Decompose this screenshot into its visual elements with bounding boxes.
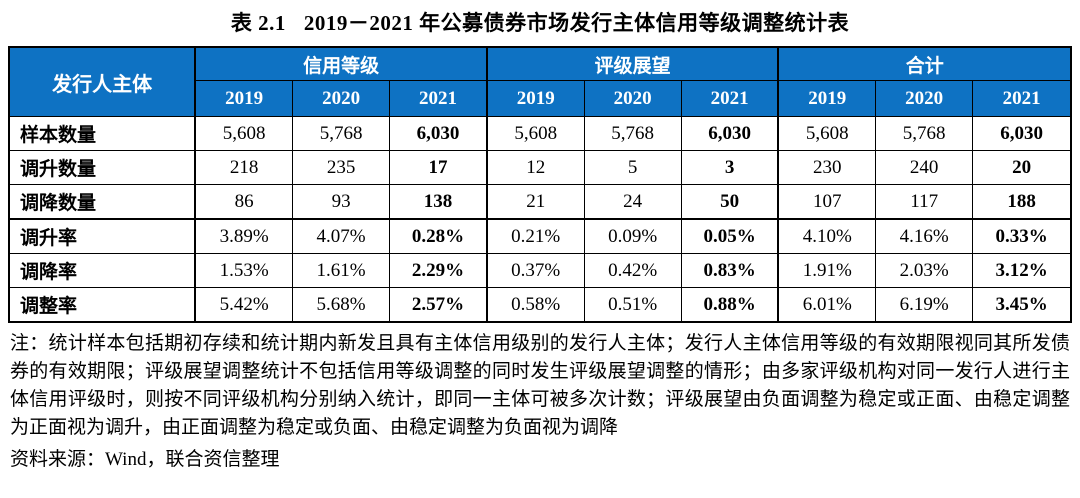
table-cell: 93 [291, 184, 391, 220]
year-header: 2019 [194, 80, 294, 117]
table-cell: 0.88% [680, 287, 779, 323]
row-label: 样本数量 [8, 116, 196, 151]
table-cell: 4.16% [875, 218, 974, 254]
table-cell: 12 [485, 150, 585, 185]
table-cell: 0.58% [485, 287, 585, 323]
table-cell: 21 [485, 184, 585, 220]
table-cell: 138 [389, 184, 488, 220]
table-cell: 2.57% [389, 287, 488, 323]
table-cell: 86 [194, 184, 294, 220]
table-cell: 5,768 [875, 116, 974, 151]
table-cell: 0.21% [485, 218, 585, 254]
row-label: 调降数量 [8, 184, 196, 220]
year-header: 2019 [777, 80, 877, 117]
table-cell: 235 [291, 150, 391, 185]
credit-rating-adjustment-table: 发行人主体 信用等级 评级展望 合计 2019 2020 2021 2019 2… [8, 46, 1072, 323]
table-footnote: 注：统计样本包括期初存续和统计期内新发且具有主体信用级别的发行人主体；发行人主体… [10, 333, 1070, 438]
table-cell: 5.42% [194, 287, 294, 323]
table-row-downgrade-rate: 调降率 1.53% 1.61% 2.29% 0.37% 0.42% 0.83% … [8, 253, 1072, 288]
table-cell: 0.05% [680, 218, 779, 254]
table-cell: 4.10% [777, 218, 877, 254]
year-header: 2020 [875, 80, 974, 117]
table-row-downgrade-count: 调降数量 86 93 138 21 24 50 107 117 188 [8, 184, 1072, 220]
table-cell: 218 [194, 150, 294, 185]
corner-header-issuer: 发行人主体 [8, 46, 196, 117]
group-header-row: 发行人主体 信用等级 评级展望 合计 [8, 46, 1072, 117]
table-cell: 0.09% [583, 218, 682, 254]
year-header: 2021 [389, 80, 488, 117]
table-cell: 6.01% [777, 287, 877, 323]
table-cell: 107 [777, 184, 877, 220]
table-cell: 0.42% [583, 253, 682, 288]
table-cell: 3 [680, 150, 779, 185]
group-header-total: 合计 [777, 46, 1072, 81]
table-cell: 3.45% [972, 287, 1072, 323]
table-cell: 230 [777, 150, 877, 185]
year-header: 2020 [583, 80, 682, 117]
table-cell: 5,768 [291, 116, 391, 151]
table-cell: 1.53% [194, 253, 294, 288]
table-cell: 6,030 [680, 116, 779, 151]
table-cell: 5.68% [291, 287, 391, 323]
table-cell: 24 [583, 184, 682, 220]
table-cell: 5,768 [583, 116, 682, 151]
table-cell: 6.19% [875, 287, 974, 323]
table-cell: 0.51% [583, 287, 682, 323]
year-header: 2020 [291, 80, 391, 117]
table-cell: 50 [680, 184, 779, 220]
year-header-row: 2019 2020 2021 2019 2020 2021 2019 2020 … [9, 80, 1072, 117]
row-label: 调整率 [8, 287, 196, 323]
table-cell: 2.29% [389, 253, 488, 288]
table-title: 表 2.1 2019－2021 年公募债券市场发行主体信用等级调整统计表 [0, 0, 1080, 37]
table-title-text: 2019－2021 年公募债券市场发行主体信用等级调整统计表 [303, 11, 850, 35]
year-header: 2019 [485, 80, 585, 117]
table-cell: 5,608 [194, 116, 294, 151]
table-cell: 17 [389, 150, 488, 185]
table-cell: 6,030 [389, 116, 488, 151]
table-cell: 240 [875, 150, 974, 185]
table-cell: 3.12% [972, 253, 1072, 288]
group-header-rating-outlook: 评级展望 [485, 46, 779, 81]
table-cell: 5,608 [485, 116, 585, 151]
table-row-adjustment-rate: 调整率 5.42% 5.68% 2.57% 0.58% 0.51% 0.88% … [8, 287, 1072, 323]
table-cell: 117 [875, 184, 974, 220]
row-label: 调升率 [8, 218, 196, 254]
table-cell: 2.03% [875, 253, 974, 288]
table-cell: 0.33% [972, 218, 1072, 254]
table-cell: 0.83% [680, 253, 779, 288]
table-row-sample-count: 样本数量 5,608 5,768 6,030 5,608 5,768 6,030… [8, 116, 1072, 151]
table-cell: 0.37% [485, 253, 585, 288]
group-header-credit-rating: 信用等级 [194, 46, 488, 81]
table-cell: 1.61% [291, 253, 391, 288]
table-cell: 5 [583, 150, 682, 185]
table-cell: 1.91% [777, 253, 877, 288]
table-cell: 0.28% [389, 218, 488, 254]
table-row-upgrade-count: 调升数量 218 235 17 12 5 3 230 240 20 [8, 150, 1072, 185]
data-source: 资料来源：Wind，联合资信整理 [10, 449, 280, 470]
row-label: 调升数量 [8, 150, 196, 185]
year-header: 2021 [680, 80, 779, 117]
table-cell: 5,608 [777, 116, 877, 151]
table-row-upgrade-rate: 调升率 3.89% 4.07% 0.28% 0.21% 0.09% 0.05% … [8, 218, 1072, 254]
table-number: 表 2.1 [230, 11, 286, 35]
year-header: 2021 [972, 80, 1072, 117]
table-cell: 4.07% [291, 218, 391, 254]
table-cell: 20 [972, 150, 1072, 185]
row-label: 调降率 [8, 253, 196, 288]
table-cell: 188 [972, 184, 1072, 220]
table-cell: 3.89% [194, 218, 294, 254]
table-cell: 6,030 [972, 116, 1072, 151]
